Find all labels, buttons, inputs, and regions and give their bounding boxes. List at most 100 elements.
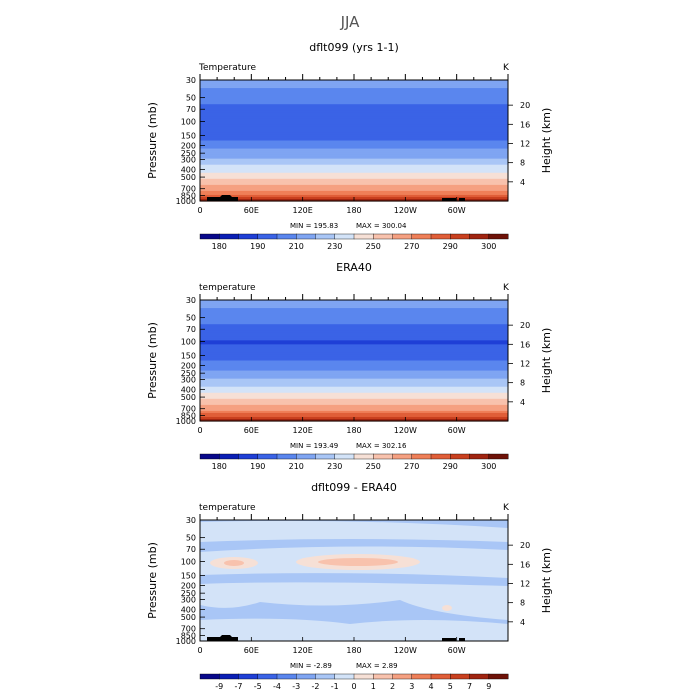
- contour-band: [200, 368, 508, 372]
- diff-warm-anomaly: [442, 605, 452, 611]
- contour-band: [200, 154, 508, 158]
- colorbar-swatch: [488, 673, 509, 680]
- contour-band: [200, 358, 508, 362]
- pressure-tick-label: 30: [186, 296, 196, 305]
- colorbar-swatch: [353, 233, 374, 240]
- colorbar-label: -3: [292, 682, 300, 691]
- topography-andes: [442, 638, 465, 641]
- colorbar-swatch: [257, 453, 278, 460]
- colorbar-label: 0: [351, 682, 356, 691]
- colorbar-label: 290: [443, 242, 458, 251]
- height-tick-label: 4: [520, 178, 525, 187]
- pressure-tick-label: 850: [181, 411, 196, 420]
- colorbar-swatch: [392, 673, 413, 680]
- contour-band: [200, 168, 508, 172]
- pressure-tick-label: 50: [186, 314, 196, 323]
- contour-band: [200, 414, 508, 418]
- contour-band: [200, 182, 508, 186]
- lon-tick-label: 120W: [394, 426, 417, 435]
- colorbar-label: 180: [212, 462, 227, 471]
- height-tick-label: 4: [520, 398, 525, 407]
- contour-band: [200, 186, 508, 190]
- y2-axis-label: Height (km): [540, 108, 553, 174]
- contour-band: [200, 386, 508, 390]
- colorbar-swatch: [450, 673, 470, 680]
- contour-band: [200, 374, 508, 378]
- colorbar-swatch: [392, 453, 413, 460]
- contour-band: [200, 400, 508, 404]
- contour-band: [200, 94, 508, 97]
- contour-band: [200, 334, 508, 337]
- y-axis-label: Pressure (mb): [146, 102, 159, 179]
- contour-band: [200, 140, 508, 144]
- contour-band: [200, 184, 508, 188]
- colorbar-label: -9: [215, 682, 223, 691]
- pressure-tick-label: 500: [181, 613, 196, 622]
- contour-band: [200, 110, 508, 113]
- contour-band: [200, 310, 508, 313]
- contour-band: [200, 176, 508, 180]
- contour-band: [200, 158, 508, 162]
- contour-band: [200, 120, 508, 123]
- contour-band: [200, 166, 508, 170]
- colorbar-label: 290: [443, 462, 458, 471]
- colorbar-swatch: [199, 453, 220, 460]
- lon-tick-label: 120E: [293, 426, 313, 435]
- contour-band: [200, 102, 508, 105]
- pressure-tick-label: 250: [181, 589, 196, 598]
- lon-tick-label: 60E: [244, 206, 259, 215]
- colorbar-swatch: [238, 673, 259, 680]
- lon-tick-label: 60W: [448, 426, 466, 435]
- figure-title: JJA: [340, 13, 361, 31]
- colorbar-swatch: [296, 233, 316, 240]
- colorbar-label: 180: [212, 242, 227, 251]
- contour-band: [200, 376, 508, 380]
- colorbar-swatch: [296, 453, 316, 460]
- contour-band: [200, 364, 508, 368]
- pressure-tick-label: 200: [181, 361, 196, 370]
- diff-warm-anomaly: [318, 558, 398, 566]
- contour-band: [200, 392, 508, 396]
- pressure-tick-label: 70: [186, 105, 196, 114]
- contour-band: [200, 88, 508, 91]
- contour-band: [200, 304, 508, 307]
- colorbar-swatch: [219, 673, 239, 680]
- pressure-tick-label: 300: [181, 595, 196, 604]
- contour-band: [200, 104, 508, 107]
- contour-band: [200, 408, 508, 412]
- colorbar-swatch: [315, 673, 336, 680]
- pressure-tick-label: 250: [181, 369, 196, 378]
- contour-band: [200, 84, 508, 87]
- contour-band: [200, 96, 508, 99]
- pressure-tick-label: 100: [181, 558, 196, 567]
- contour-band: [200, 112, 508, 115]
- max-label: MAX = 302.16: [356, 442, 407, 450]
- contour-band: [200, 410, 508, 414]
- contour-band: [200, 136, 508, 140]
- colorbar-label: 230: [327, 462, 342, 471]
- contour-band: [200, 332, 508, 335]
- y2-axis-label: Height (km): [540, 548, 553, 614]
- colorbar-label: 270: [404, 462, 419, 471]
- contour-band: [200, 360, 508, 364]
- colorbar-swatch: [353, 453, 374, 460]
- contour-band: [200, 300, 508, 303]
- colorbar-swatch: [353, 673, 374, 680]
- colorbar-label: 190: [250, 242, 265, 251]
- pressure-tick-label: 400: [181, 385, 196, 394]
- pressure-tick-label: 1000: [176, 417, 196, 426]
- max-label: MAX = 300.04: [356, 222, 407, 230]
- height-tick-label: 20: [520, 321, 530, 330]
- contour-band: [200, 406, 508, 410]
- contour-band: [200, 80, 508, 83]
- height-tick-label: 16: [520, 560, 530, 569]
- contour-band: [200, 346, 508, 349]
- pressure-tick-label: 400: [181, 165, 196, 174]
- colorbar-label: 190: [250, 462, 265, 471]
- contour-band: [200, 126, 508, 129]
- contour-band: [200, 132, 508, 136]
- lon-tick-label: 60E: [244, 426, 259, 435]
- pressure-tick-label: 30: [186, 76, 196, 85]
- pressure-tick-label: 70: [186, 325, 196, 334]
- lon-tick-label: 0: [197, 426, 202, 435]
